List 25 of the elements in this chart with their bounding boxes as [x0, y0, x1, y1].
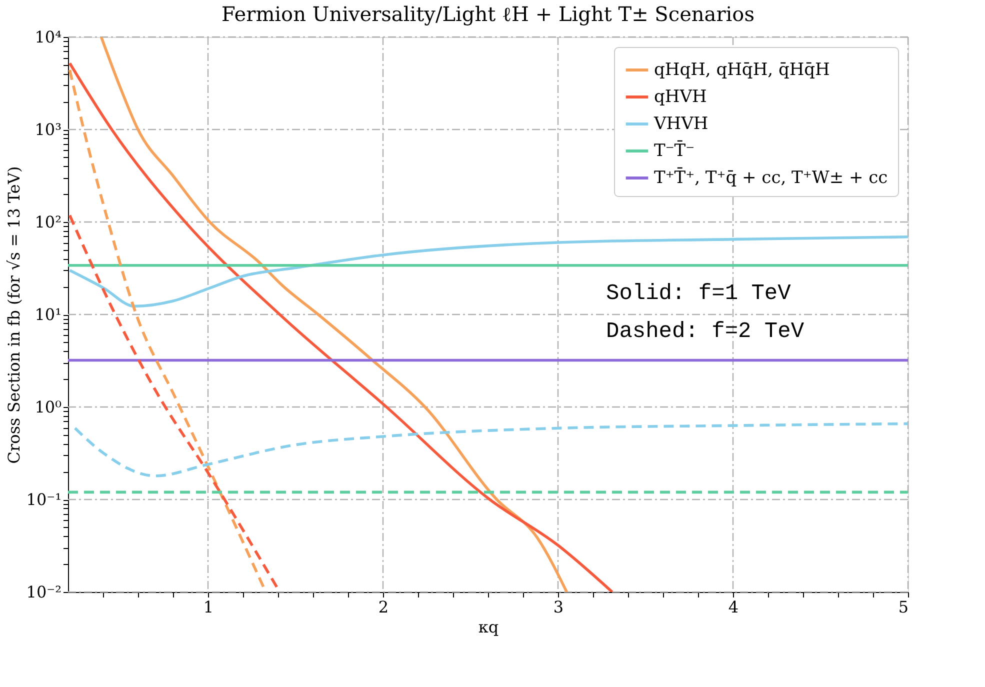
y-tick-label: 10³	[34, 120, 62, 139]
x-tick-label: 3	[553, 598, 564, 616]
annotation: Solid: f=1 TeV	[606, 281, 792, 306]
x-tick-label: 4	[728, 598, 739, 616]
legend-label: qHVH	[654, 87, 707, 107]
legend-label: VHVH	[653, 114, 708, 134]
y-tick-label: 10⁰	[34, 398, 62, 416]
y-tick-label: 10⁴	[34, 28, 62, 46]
y-axis-title: Cross Section in fb (for √s = 13 TeV)	[4, 166, 24, 464]
x-tick-label: 2	[378, 598, 389, 616]
annotation: Dashed: f=2 TeV	[606, 319, 805, 344]
y-tick-label: 10²	[34, 212, 62, 232]
x-tick-label: 5	[898, 598, 908, 616]
x-axis-title: κq	[478, 618, 499, 636]
y-tick-label: 10⁻²	[26, 582, 62, 602]
line-series	[74, 422, 908, 478]
x-tick-label: 1	[203, 598, 214, 616]
line-series	[68, 236, 908, 308]
chart-title: Fermion Universality/Light ℓH + Light T± Scenarios	[222, 2, 754, 26]
y-tick-label: 10⁻¹	[26, 490, 62, 509]
line-series	[100, 37, 568, 592]
y-tick-label: 10¹	[34, 305, 62, 324]
legend-label: T⁻T̄⁻	[654, 140, 695, 161]
legend-label: T⁺T̄⁺, T⁺q̄ + cc, T⁺W± + cc	[654, 166, 888, 188]
legend-label: qHqH, qHq̄H, q̄Hq̄H	[654, 60, 830, 80]
